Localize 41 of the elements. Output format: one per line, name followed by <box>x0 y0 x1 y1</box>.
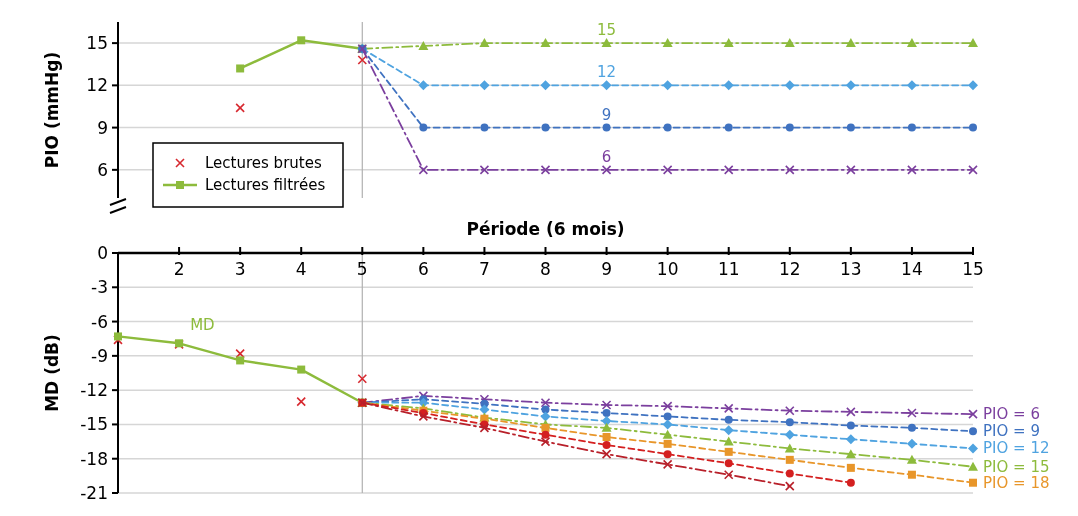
x-tick-label: 9 <box>601 259 612 279</box>
series-label: PIO = 15 <box>983 457 1050 476</box>
series-label: 9 <box>601 105 612 124</box>
series-label: 6 <box>601 147 612 166</box>
y-tick-label: -3 <box>91 277 108 298</box>
x-tick-label: 5 <box>356 259 368 279</box>
legend-label: Lectures brutes <box>205 154 322 172</box>
y-tick-label: 0 <box>97 243 108 263</box>
series-label: PIO = 18 <box>983 473 1050 492</box>
series-label: 15 <box>597 21 617 40</box>
x-tick-label: 14 <box>901 259 923 279</box>
y-tick-label: -6 <box>91 311 108 332</box>
series-label: PIO = 9 <box>983 422 1040 441</box>
x-tick-label: 11 <box>717 259 740 279</box>
x-axis-title: Période (6 mois) <box>466 219 625 239</box>
y-tick-label: 15 <box>86 33 108 54</box>
x-tick-label: 6 <box>417 259 429 279</box>
legend-label: Lectures filtrées <box>205 176 326 194</box>
series-label: MD <box>190 316 215 335</box>
x-tick-label: 4 <box>295 259 307 279</box>
x-tick-label: 12 <box>778 259 801 279</box>
series-label: PIO = 12 <box>983 439 1050 458</box>
y-tick-label: 9 <box>97 117 108 138</box>
y-tick-label: -15 <box>80 414 108 435</box>
x-tick-label: 2 <box>173 259 185 279</box>
series-label: 12 <box>597 63 617 82</box>
y-tick-label: 6 <box>97 159 108 180</box>
y-axis-title: PIO (mmHg) <box>42 51 62 169</box>
x-tick-label: 15 <box>962 259 984 279</box>
y-axis-title: MD (dB) <box>42 334 62 412</box>
x-tick-label: 13 <box>840 259 862 279</box>
y-tick-label: -21 <box>80 483 108 503</box>
series-label: PIO = 6 <box>983 405 1040 424</box>
x-tick-label: 8 <box>540 259 551 279</box>
y-tick-label: -18 <box>80 448 108 469</box>
y-tick-label: -12 <box>80 380 108 401</box>
x-tick-label: 3 <box>234 259 246 279</box>
y-tick-label: -9 <box>91 345 108 366</box>
x-tick-label: 10 <box>656 259 679 279</box>
x-tick-label: 7 <box>479 259 490 279</box>
y-tick-label: 12 <box>86 75 108 96</box>
